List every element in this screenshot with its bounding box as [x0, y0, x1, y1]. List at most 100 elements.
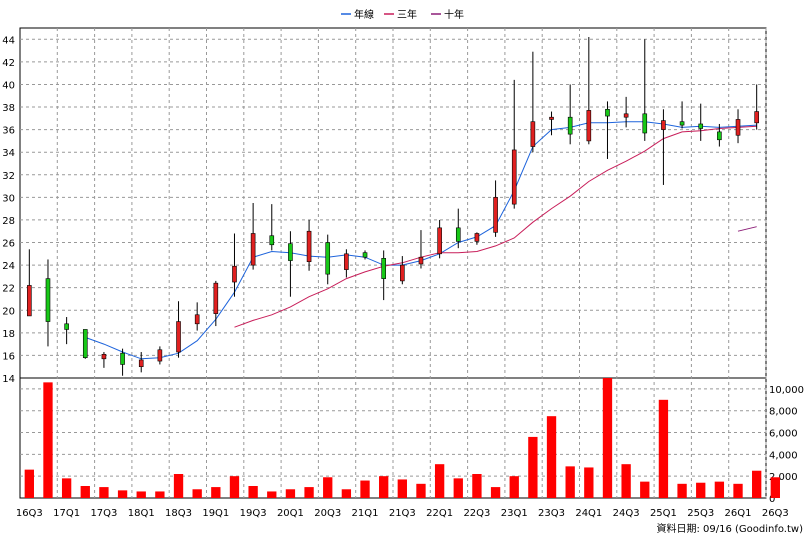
volume-bar [341, 489, 352, 498]
x-tick-label: 18Q1 [128, 508, 155, 519]
candlestick [64, 317, 69, 345]
candlestick [82, 329, 88, 359]
volume-bar [546, 416, 557, 498]
candlestick [194, 302, 200, 331]
vertical-grid [56, 28, 767, 498]
legend-label-annual: 年線 [354, 8, 374, 21]
x-tick-label: 16Q3 [16, 508, 43, 519]
volume-bar [99, 487, 109, 498]
legend-label-10yr: 十年 [444, 8, 464, 21]
price-tick-label: 16 [2, 351, 15, 362]
candlesticks [27, 37, 759, 376]
candle-body [138, 359, 144, 368]
candlestick [344, 249, 349, 278]
candle-body [530, 121, 536, 147]
volume-bar [323, 477, 333, 498]
volume-bar [211, 487, 221, 498]
volume-bar [61, 478, 72, 498]
price-tick-label: 28 [2, 216, 15, 227]
candlestick [549, 111, 554, 136]
candle-body [679, 121, 685, 126]
price-tick-label: 42 [2, 58, 15, 69]
candlestick [661, 109, 666, 185]
x-axis: 16Q3 17Q1 17Q3 18Q1 18Q3 19Q1 19Q3 20Q1 20Q3 21Q1… [16, 508, 789, 519]
ma-line-10yr [737, 226, 757, 232]
x-tick-label: 18Q3 [165, 508, 192, 519]
candle-body [511, 149, 517, 205]
volume-bar [379, 476, 389, 498]
candlestick [493, 180, 498, 237]
volume-bar [117, 490, 128, 498]
candlestick [306, 219, 312, 271]
candlestick [138, 352, 144, 373]
candle-body [176, 321, 181, 353]
candle-body [213, 282, 219, 314]
price-tick-label: 40 [2, 80, 15, 91]
x-tick-label: 22Q1 [426, 508, 453, 519]
candle-body [474, 233, 480, 242]
x-tick-label: 21Q1 [352, 508, 379, 519]
volume-bar [416, 483, 426, 498]
candlestick [269, 204, 275, 251]
price-tick-label: 18 [2, 329, 15, 340]
volume-bar [24, 469, 34, 498]
candle-body [455, 227, 461, 242]
volume-tick-label: 6,000 [769, 429, 798, 440]
volume-bar [714, 481, 725, 498]
price-tick-label: 24 [2, 261, 15, 272]
volume-tick-label: 2,000 [769, 472, 798, 483]
volume-bar [229, 476, 240, 498]
volume-tick-label: 8,000 [769, 407, 798, 418]
volume-bar [472, 474, 482, 498]
candle-body [754, 111, 759, 124]
candlestick [717, 123, 722, 147]
candlestick [120, 348, 125, 376]
candle-body [400, 264, 405, 282]
volume-bar [360, 480, 370, 498]
candlestick [679, 101, 685, 129]
candle-body [381, 258, 386, 279]
candlestick [325, 234, 331, 285]
candlestick [400, 256, 405, 285]
candlestick [213, 280, 219, 327]
candlestick [381, 250, 386, 301]
volume-bar [248, 486, 258, 498]
candle-body [605, 108, 610, 117]
candle-body [717, 131, 722, 141]
x-tick-label: 22Q3 [463, 508, 490, 519]
data-date-footer: 資料日期: 09/16 (Goodinfo.tw) [656, 522, 803, 535]
price-tick-label: 44 [2, 35, 15, 46]
x-tick-label: 24Q1 [575, 508, 602, 519]
volume-tick-label: 0 [769, 494, 775, 505]
x-tick-label: 26Q3 [762, 508, 789, 519]
x-tick-label: 25Q1 [650, 508, 677, 519]
candle-body [567, 116, 573, 135]
price-tick-label: 22 [2, 284, 15, 295]
price-tick-label: 38 [2, 103, 15, 114]
candlestick [27, 249, 32, 317]
volume-bar [602, 378, 613, 498]
x-tick-label: 19Q3 [240, 508, 267, 519]
price-tick-label: 32 [2, 171, 15, 182]
volume-bar [155, 491, 165, 498]
candle-body [194, 314, 200, 325]
candlestick [176, 301, 181, 358]
volume-bar [770, 477, 780, 498]
x-tick-label: 23Q1 [501, 508, 528, 519]
candlestick [232, 233, 237, 297]
candle-body [623, 113, 629, 118]
candlestick [586, 37, 592, 145]
candlestick [530, 51, 536, 153]
candle-body [493, 197, 498, 233]
volume-bar [267, 491, 277, 498]
volume-bar [640, 481, 650, 498]
price-tick-label: 30 [2, 193, 15, 204]
candle-body [82, 329, 88, 358]
x-tick-label: 20Q3 [314, 508, 341, 519]
volume-bar [192, 489, 202, 498]
x-tick-label: 17Q3 [90, 508, 117, 519]
candle-body [157, 349, 163, 362]
candlestick [437, 219, 442, 259]
volume-bar [696, 482, 706, 498]
volume-bar [453, 478, 463, 498]
